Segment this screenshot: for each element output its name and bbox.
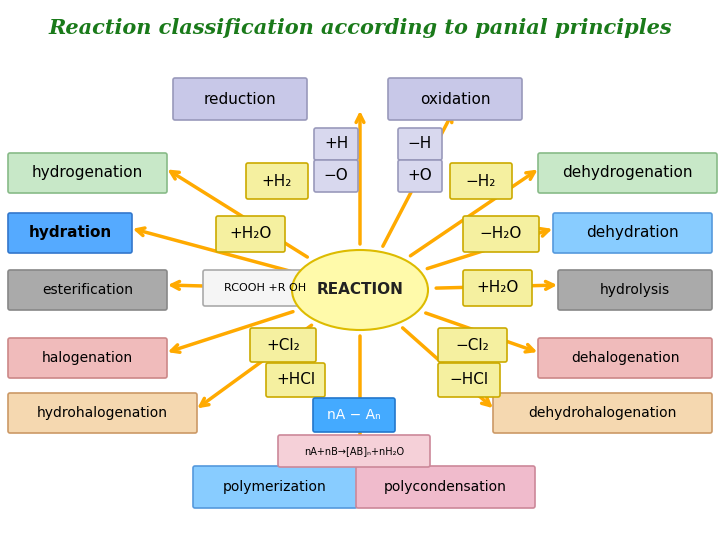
FancyBboxPatch shape xyxy=(8,393,197,433)
Text: −O: −O xyxy=(323,168,348,184)
Text: polymerization: polymerization xyxy=(223,480,327,494)
Text: −H₂: −H₂ xyxy=(466,173,496,188)
FancyBboxPatch shape xyxy=(388,78,522,120)
Text: dehydration: dehydration xyxy=(586,226,679,240)
Text: dehalogenation: dehalogenation xyxy=(571,351,679,365)
Text: polycondensation: polycondensation xyxy=(384,480,507,494)
FancyBboxPatch shape xyxy=(314,128,358,160)
FancyBboxPatch shape xyxy=(398,160,442,192)
Text: oxidation: oxidation xyxy=(420,91,490,106)
FancyBboxPatch shape xyxy=(203,270,327,306)
FancyBboxPatch shape xyxy=(438,328,507,362)
Text: Reaction classification according to panial principles: Reaction classification according to pan… xyxy=(48,18,672,38)
FancyBboxPatch shape xyxy=(8,270,167,310)
FancyBboxPatch shape xyxy=(193,466,357,508)
FancyBboxPatch shape xyxy=(246,163,308,199)
Text: hydrohalogenation: hydrohalogenation xyxy=(37,406,168,420)
FancyBboxPatch shape xyxy=(314,160,358,192)
Text: −H: −H xyxy=(408,137,432,152)
Text: −HCl: −HCl xyxy=(449,373,489,388)
Text: REACTION: REACTION xyxy=(317,282,403,298)
Text: −Cl₂: −Cl₂ xyxy=(456,338,490,353)
Text: hydrolysis: hydrolysis xyxy=(600,283,670,297)
FancyBboxPatch shape xyxy=(8,338,167,378)
Text: −H₂O: −H₂O xyxy=(480,226,522,241)
Text: +O: +O xyxy=(408,168,433,184)
Text: nA+nB→[AB]ₙ+nH₂O: nA+nB→[AB]ₙ+nH₂O xyxy=(304,446,404,456)
Text: +H₂: +H₂ xyxy=(262,173,292,188)
Ellipse shape xyxy=(292,250,428,330)
FancyBboxPatch shape xyxy=(278,435,430,467)
FancyBboxPatch shape xyxy=(538,338,712,378)
FancyBboxPatch shape xyxy=(463,216,539,252)
Text: +H₂O: +H₂O xyxy=(477,280,518,295)
FancyBboxPatch shape xyxy=(450,163,512,199)
FancyBboxPatch shape xyxy=(558,270,712,310)
Text: esterification: esterification xyxy=(42,283,133,297)
Text: hydrogenation: hydrogenation xyxy=(32,165,143,180)
FancyBboxPatch shape xyxy=(266,363,325,397)
FancyBboxPatch shape xyxy=(250,328,316,362)
FancyBboxPatch shape xyxy=(438,363,500,397)
FancyBboxPatch shape xyxy=(538,153,717,193)
Text: +HCl: +HCl xyxy=(276,373,315,388)
FancyBboxPatch shape xyxy=(173,78,307,120)
Text: halogenation: halogenation xyxy=(42,351,133,365)
FancyBboxPatch shape xyxy=(313,398,395,432)
Text: nA − Aₙ: nA − Aₙ xyxy=(327,408,381,422)
Text: hydration: hydration xyxy=(28,226,112,240)
FancyBboxPatch shape xyxy=(8,213,132,253)
FancyBboxPatch shape xyxy=(216,216,285,252)
FancyBboxPatch shape xyxy=(553,213,712,253)
Text: RCOOH +R OH: RCOOH +R OH xyxy=(224,283,306,293)
Text: +H₂O: +H₂O xyxy=(229,226,271,241)
Text: +H: +H xyxy=(324,137,348,152)
Text: dehydrohalogenation: dehydrohalogenation xyxy=(528,406,677,420)
FancyBboxPatch shape xyxy=(398,128,442,160)
FancyBboxPatch shape xyxy=(356,466,535,508)
FancyBboxPatch shape xyxy=(8,153,167,193)
FancyBboxPatch shape xyxy=(463,270,532,306)
Text: dehydrogenation: dehydrogenation xyxy=(562,165,693,180)
FancyBboxPatch shape xyxy=(493,393,712,433)
Text: reduction: reduction xyxy=(204,91,276,106)
Text: +Cl₂: +Cl₂ xyxy=(266,338,300,353)
